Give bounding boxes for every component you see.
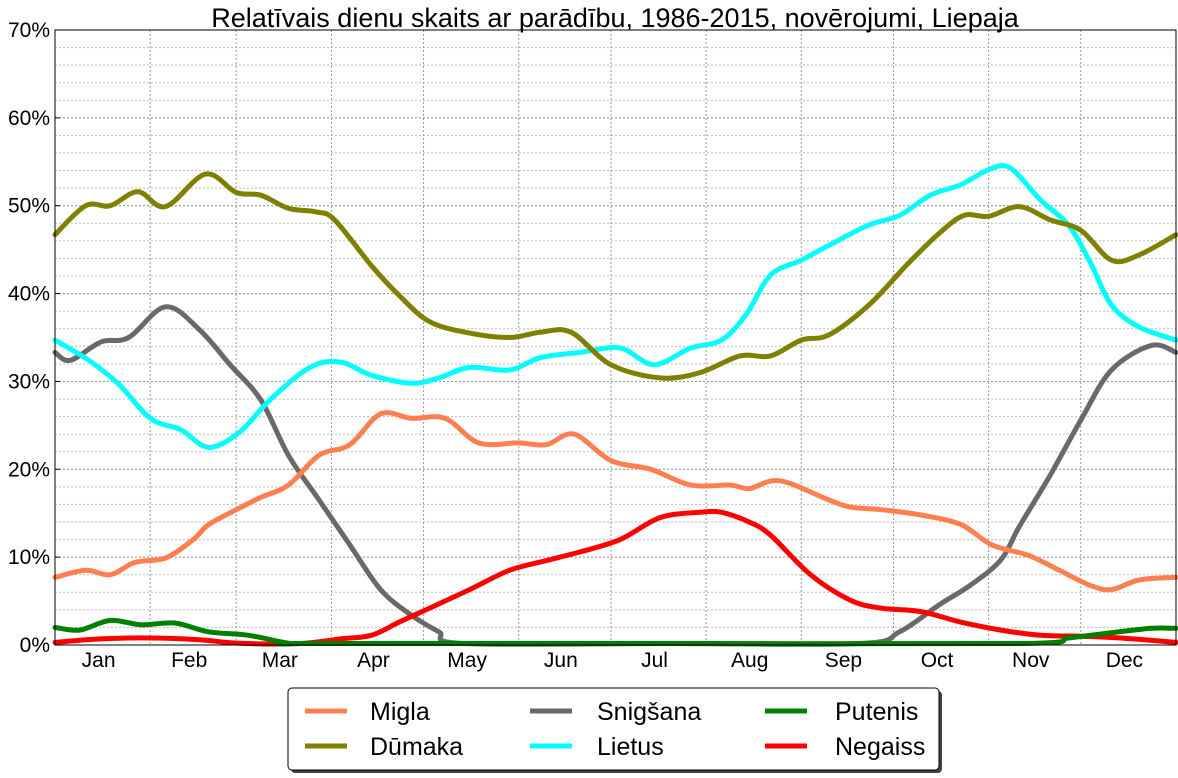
y-tick-label: 70% — [8, 19, 50, 42]
y-tick-label: 40% — [8, 283, 50, 306]
legend-label: Migla — [370, 698, 430, 726]
series-lines — [52, 162, 1178, 647]
legend-label: Snigšana — [597, 698, 701, 726]
legend: Migla Snigšana Putenis Dūmaka Lietus Negaiss — [287, 687, 942, 773]
series-line-migla — [52, 410, 1178, 593]
x-tick-label: Oct — [921, 649, 954, 672]
plot-frame — [54, 29, 1177, 646]
series-line-snigšana — [52, 304, 1178, 647]
x-tick-label: Mar — [262, 649, 298, 672]
chart-title: Relatīvais dienu skaits ar parādību, 198… — [211, 3, 1019, 33]
x-tick-label: Apr — [357, 649, 390, 672]
x-tick-label: Jul — [641, 649, 668, 672]
x-tick-label: May — [447, 649, 487, 672]
x-tick-label: Jan — [82, 649, 116, 672]
legend-label: Lietus — [597, 733, 664, 761]
y-tick-label: 60% — [8, 107, 50, 130]
series-line-dūmaka — [52, 171, 1178, 381]
x-tick-label: Aug — [731, 649, 768, 672]
x-tick-label: Feb — [171, 649, 207, 672]
y-tick-label: 30% — [8, 370, 50, 393]
series-line-negaiss — [52, 508, 1178, 647]
y-axis: 0% 10% 20% 30% 40% 50% 60% 70% — [8, 19, 60, 657]
y-tick-label: 0% — [20, 634, 50, 657]
series-line-putenis — [52, 617, 1178, 647]
legend-label: Negaiss — [835, 733, 925, 761]
x-tick-label: Sep — [825, 649, 862, 672]
y-tick-label: 20% — [8, 458, 50, 481]
x-tick-label: Jun — [544, 649, 578, 672]
x-axis: Jan Feb Mar Apr May Jun Jul Aug Sep Oct Nov Dec — [82, 649, 1143, 672]
x-tick-label: Dec — [1106, 649, 1143, 672]
y-tick-label: 50% — [8, 195, 50, 218]
legend-label: Putenis — [835, 698, 918, 726]
series-line-lietus — [52, 162, 1178, 450]
y-tick-label: 10% — [8, 546, 50, 569]
x-tick-label: Nov — [1012, 649, 1050, 672]
legend-label: Dūmaka — [370, 733, 463, 761]
